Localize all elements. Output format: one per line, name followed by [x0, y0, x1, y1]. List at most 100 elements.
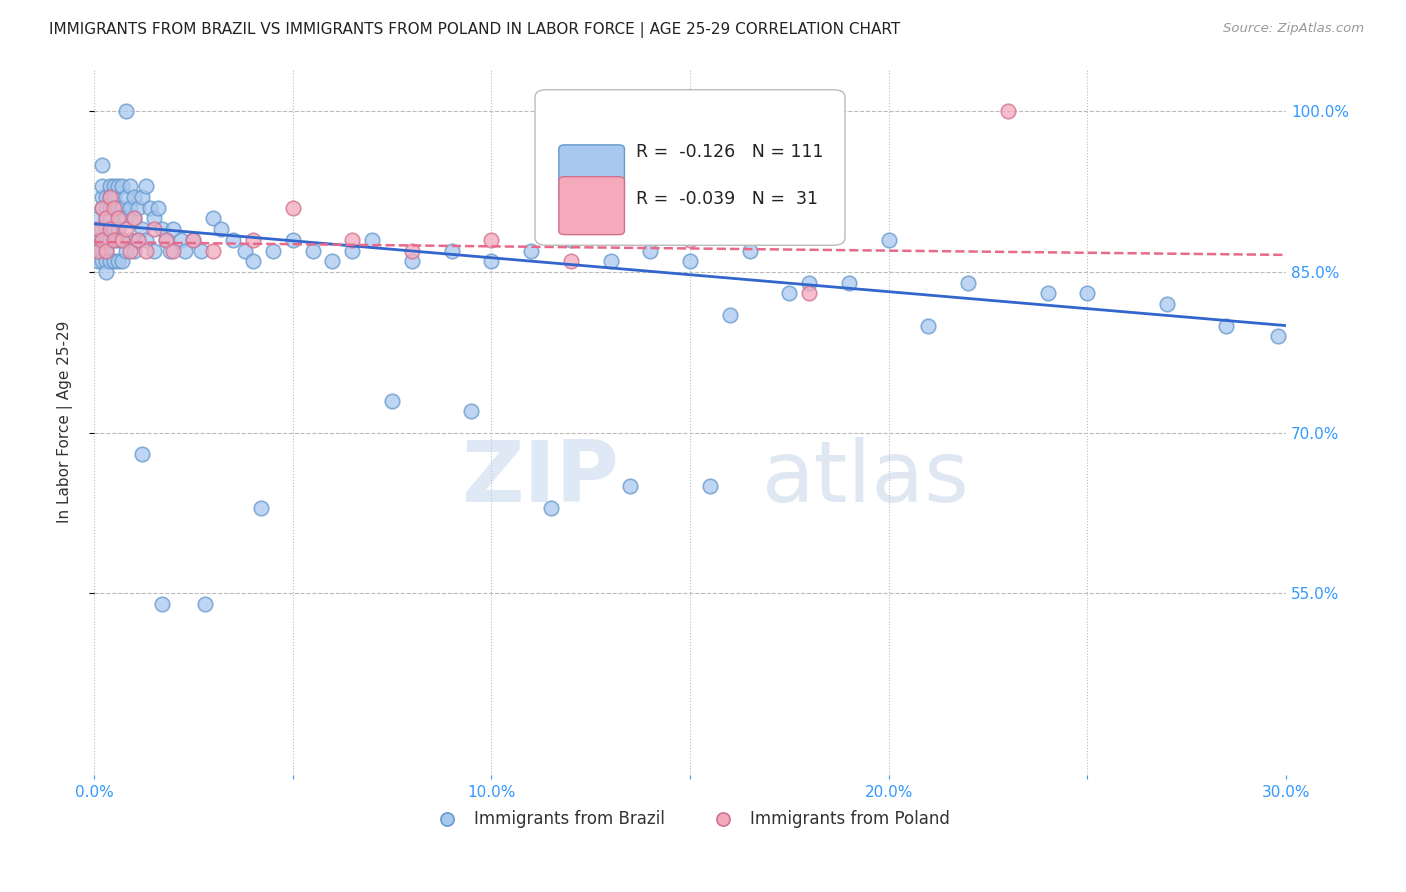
- Point: [94, 211, 117, 226]
- Point: [111, 233, 134, 247]
- Point: [194, 597, 217, 611]
- Point: [520, 244, 543, 258]
- Point: [91, 222, 114, 236]
- Point: [94, 211, 117, 226]
- Point: [103, 201, 125, 215]
- Point: [91, 254, 114, 268]
- Point: [917, 318, 939, 333]
- Point: [94, 222, 117, 236]
- Point: [91, 233, 114, 247]
- Point: [107, 179, 129, 194]
- Point: [114, 104, 136, 119]
- Point: [98, 190, 121, 204]
- Point: [103, 190, 125, 204]
- Point: [202, 244, 225, 258]
- Point: [107, 222, 129, 236]
- Point: [98, 222, 121, 236]
- Point: [87, 244, 110, 258]
- Point: [838, 276, 860, 290]
- Point: [94, 244, 117, 258]
- Point: [98, 233, 121, 247]
- Point: [94, 201, 117, 215]
- Point: [118, 179, 141, 194]
- Point: [174, 244, 197, 258]
- Point: [401, 254, 423, 268]
- Text: Source: ZipAtlas.com: Source: ZipAtlas.com: [1223, 22, 1364, 36]
- Point: [242, 254, 264, 268]
- Point: [114, 211, 136, 226]
- Point: [98, 179, 121, 194]
- Point: [155, 233, 177, 247]
- Point: [1076, 286, 1098, 301]
- Point: [87, 211, 110, 226]
- Point: [778, 286, 800, 301]
- Point: [281, 233, 304, 247]
- Point: [479, 254, 502, 268]
- Point: [638, 244, 661, 258]
- Point: [87, 244, 110, 258]
- Point: [103, 233, 125, 247]
- Text: ZIP: ZIP: [461, 437, 619, 520]
- Point: [679, 254, 702, 268]
- Point: [122, 211, 145, 226]
- Point: [361, 233, 384, 247]
- Point: [183, 233, 205, 247]
- Point: [560, 254, 582, 268]
- Point: [301, 244, 323, 258]
- Point: [94, 265, 117, 279]
- Point: [699, 479, 721, 493]
- Point: [122, 211, 145, 226]
- Point: [131, 190, 153, 204]
- Point: [98, 211, 121, 226]
- Point: [401, 244, 423, 258]
- Point: [342, 233, 364, 247]
- Point: [91, 179, 114, 194]
- Point: [146, 201, 169, 215]
- Point: [1267, 329, 1289, 343]
- Point: [103, 179, 125, 194]
- Point: [111, 233, 134, 247]
- Point: [997, 104, 1019, 119]
- Point: [87, 222, 110, 236]
- Point: [150, 597, 173, 611]
- Point: [94, 254, 117, 268]
- Point: [799, 286, 821, 301]
- Point: [135, 233, 157, 247]
- Point: [131, 222, 153, 236]
- Point: [98, 222, 121, 236]
- Point: [107, 233, 129, 247]
- Point: [91, 244, 114, 258]
- Point: [202, 211, 225, 226]
- Point: [679, 233, 702, 247]
- Point: [540, 500, 562, 515]
- Text: R =  -0.039   N =  31: R = -0.039 N = 31: [637, 190, 818, 208]
- Point: [87, 233, 110, 247]
- Point: [135, 244, 157, 258]
- Point: [233, 244, 256, 258]
- Point: [122, 190, 145, 204]
- Point: [877, 233, 900, 247]
- Point: [94, 190, 117, 204]
- Point: [162, 222, 184, 236]
- Point: [103, 233, 125, 247]
- Point: [150, 222, 173, 236]
- Point: [162, 244, 184, 258]
- Point: [98, 201, 121, 215]
- Point: [91, 201, 114, 215]
- Point: [127, 233, 149, 247]
- Point: [142, 222, 165, 236]
- Point: [560, 233, 582, 247]
- Point: [381, 393, 404, 408]
- Point: [103, 222, 125, 236]
- Point: [127, 233, 149, 247]
- Point: [98, 190, 121, 204]
- Point: [94, 233, 117, 247]
- Point: [183, 233, 205, 247]
- Point: [957, 276, 980, 290]
- Point: [103, 254, 125, 268]
- Point: [155, 233, 177, 247]
- Point: [1215, 318, 1237, 333]
- Point: [118, 244, 141, 258]
- Point: [718, 308, 741, 322]
- Legend: Immigrants from Brazil, Immigrants from Poland: Immigrants from Brazil, Immigrants from …: [423, 803, 956, 834]
